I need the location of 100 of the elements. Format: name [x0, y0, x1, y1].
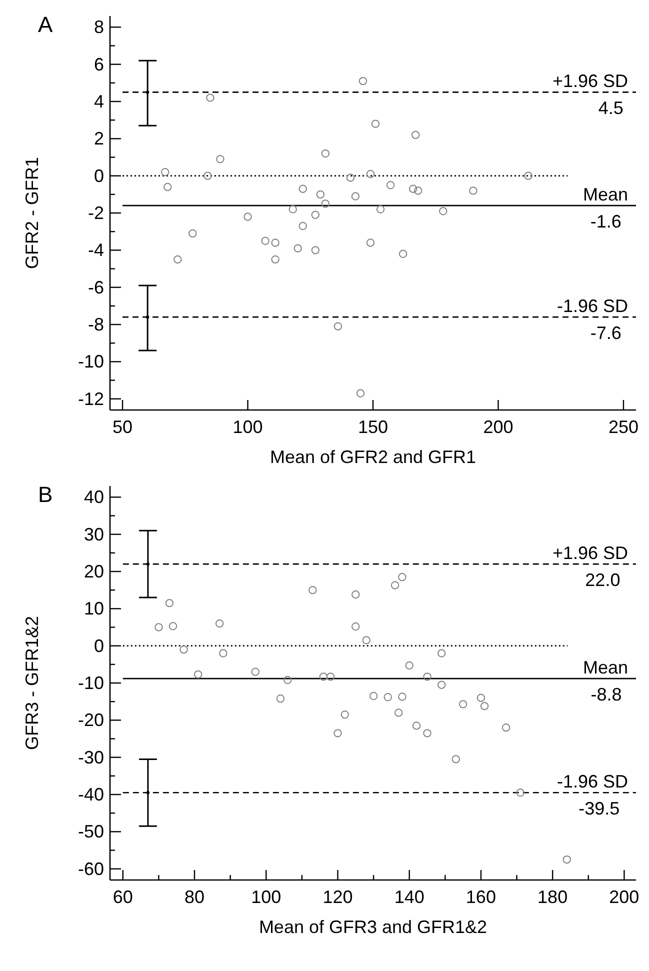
point — [346, 174, 355, 182]
y-tick-label: -40 — [78, 784, 104, 805]
annotation: 4.5 — [598, 98, 624, 118]
point — [376, 205, 385, 214]
point — [394, 708, 403, 717]
point — [215, 619, 224, 628]
point — [308, 586, 317, 594]
point — [164, 182, 172, 192]
ref-line-label: -1.96 SD — [556, 772, 628, 792]
point — [154, 623, 163, 632]
y-tick-label: -4 — [88, 240, 104, 260]
ref-line-label: -1.96 SD — [556, 296, 628, 316]
point — [408, 184, 418, 193]
y-tick-label: -8 — [88, 314, 104, 335]
point — [371, 120, 380, 128]
point — [321, 200, 330, 208]
point — [165, 598, 174, 608]
y-tick-label: 6 — [94, 54, 104, 74]
point — [206, 94, 214, 102]
point — [356, 389, 365, 398]
y-tick-label: 0 — [94, 166, 104, 186]
y-tick-label: 10 — [84, 598, 104, 619]
point — [369, 692, 378, 700]
annotation: -8.8 — [590, 684, 622, 705]
y-tick-label: -10 — [78, 352, 104, 372]
point — [316, 190, 324, 199]
x-tick-label: 140 — [394, 887, 424, 907]
point — [288, 205, 297, 214]
point — [321, 149, 330, 158]
ref-line-label: Mean — [582, 658, 628, 678]
point — [146, 562, 150, 566]
y-tick-label: 40 — [84, 487, 104, 508]
point — [358, 76, 368, 86]
point — [423, 672, 432, 681]
point — [412, 722, 421, 730]
point — [334, 322, 342, 330]
y-tick-label: 0 — [94, 636, 104, 656]
y-tick-label: -50 — [78, 822, 104, 842]
point — [366, 170, 375, 178]
point — [398, 572, 406, 582]
x-axis-title: Mean of GFR3 and GFR1&2 — [258, 917, 488, 937]
point — [458, 700, 468, 708]
point — [188, 229, 197, 238]
y-axis-title: GFR3 - GFR1&2 — [22, 616, 42, 750]
y-tick-label: 30 — [84, 524, 104, 544]
point — [271, 255, 280, 264]
point — [398, 692, 406, 701]
point — [562, 855, 571, 864]
point — [168, 622, 178, 630]
point — [414, 186, 422, 195]
x-tick-label: 60 — [112, 887, 133, 907]
point — [251, 668, 260, 676]
chart-title: B — [38, 482, 53, 507]
point — [298, 184, 307, 193]
point — [366, 238, 375, 247]
point — [194, 670, 202, 679]
point — [146, 791, 150, 794]
point — [161, 168, 170, 176]
point — [480, 702, 489, 710]
point — [384, 693, 392, 702]
x-tick-label: 100 — [251, 887, 282, 907]
y-tick-label: 4 — [94, 91, 104, 112]
point — [334, 729, 342, 738]
x-tick-label: 120 — [322, 887, 353, 907]
point — [174, 255, 182, 264]
point — [261, 236, 270, 245]
point — [452, 755, 460, 764]
point — [502, 724, 510, 732]
point — [390, 581, 400, 590]
point — [351, 192, 360, 200]
point — [271, 238, 280, 247]
y-tick-label: 2 — [94, 128, 104, 149]
point — [284, 676, 292, 684]
point — [146, 315, 150, 319]
point — [311, 246, 320, 254]
point — [216, 155, 224, 164]
annotation: -7.6 — [590, 323, 622, 344]
point — [516, 788, 524, 797]
point — [423, 729, 432, 738]
point — [244, 212, 252, 221]
y-tick-label: -6 — [88, 277, 104, 298]
point — [352, 590, 360, 599]
point — [437, 680, 446, 689]
point — [352, 622, 360, 631]
point — [524, 172, 532, 180]
point — [311, 210, 320, 219]
y-tick-label: -2 — [88, 203, 104, 223]
x-tick-label: 160 — [466, 887, 496, 907]
point — [276, 694, 285, 703]
point — [298, 222, 307, 230]
y-tick-label: 20 — [84, 561, 104, 582]
x-tick-label: 180 — [538, 887, 568, 907]
x-tick-label: 80 — [184, 887, 205, 907]
x-tick-label: 200 — [609, 887, 640, 907]
x-axis-title: Mean of GFR2 and GFR1 — [270, 447, 476, 467]
point — [180, 645, 188, 654]
point — [398, 250, 408, 258]
x-tick-label: 200 — [483, 417, 514, 437]
point — [405, 661, 414, 670]
point — [411, 130, 420, 140]
